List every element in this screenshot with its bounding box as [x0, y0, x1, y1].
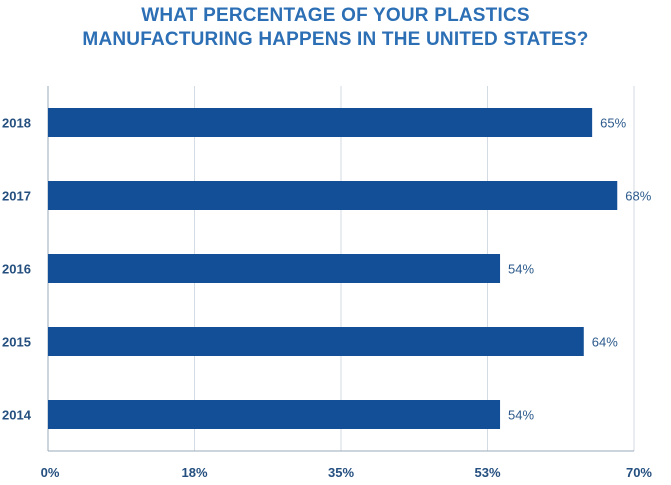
- y-tick-2015: 2015: [2, 335, 31, 350]
- bar-2015: [48, 327, 584, 356]
- y-tick-2016: 2016: [2, 262, 31, 277]
- value-label-2017: 68%: [625, 189, 651, 204]
- x-tick-1: 18%: [181, 465, 207, 480]
- bar-2017: [48, 181, 618, 210]
- bars: [48, 108, 618, 429]
- chart-title-line-1: WHAT PERCENTAGE OF YOUR PLASTICS: [141, 5, 530, 26]
- value-label-2016: 54%: [508, 262, 534, 277]
- y-tick-2018: 2018: [2, 116, 31, 131]
- y-axis-ticks: 2018 2017 2016 2015 2014: [2, 116, 32, 423]
- gridlines: [47, 86, 635, 452]
- value-label-2018: 65%: [600, 116, 626, 131]
- x-tick-2: 35%: [328, 465, 354, 480]
- x-tick-3: 53%: [474, 465, 500, 480]
- x-tick-0: 0%: [41, 465, 60, 480]
- chart-title: WHAT PERCENTAGE OF YOUR PLASTICS MANUFAC…: [0, 4, 671, 52]
- value-labels: 65% 68% 54% 64% 54%: [508, 116, 652, 423]
- value-label-2014: 54%: [508, 408, 534, 423]
- x-tick-4: 70%: [626, 465, 652, 480]
- chart-title-line-2: MANUFACTURING HAPPENS IN THE UNITED STAT…: [82, 29, 589, 50]
- value-label-2015: 64%: [592, 335, 618, 350]
- bar-2014: [48, 400, 501, 429]
- x-axis-ticks: 0% 18% 35% 53% 70%: [41, 465, 653, 480]
- y-tick-2014: 2014: [2, 408, 32, 423]
- bar-2016: [48, 254, 501, 283]
- bar-2018: [48, 108, 593, 137]
- y-tick-2017: 2017: [2, 189, 31, 204]
